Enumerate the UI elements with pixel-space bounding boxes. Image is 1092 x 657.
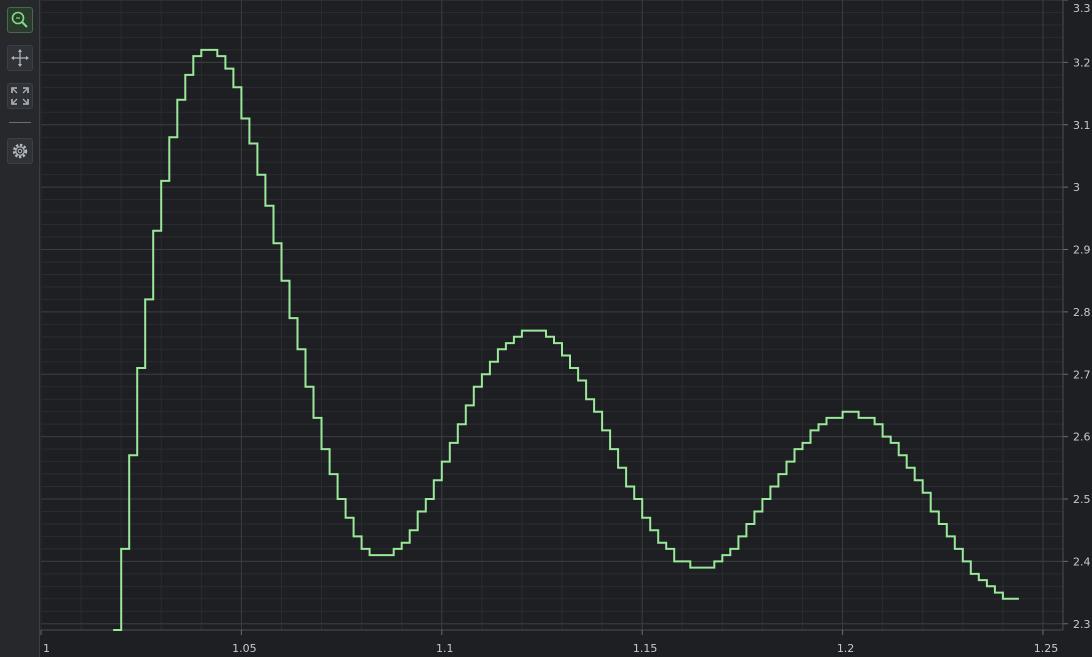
chart-toolbar xyxy=(0,0,40,657)
pan-arrows-icon xyxy=(11,49,29,67)
y-tick-label: 2.9 xyxy=(1073,244,1091,257)
minor-grid xyxy=(40,0,1063,630)
y-tick-label: 3.3 xyxy=(1073,2,1091,15)
x-tick-label: 1.25 xyxy=(1034,642,1059,655)
y-axis: 2.3 2.4 2.5 2.6 2.7 2.8 2.9 3 3.1 3.2 3.3 xyxy=(1063,0,1091,631)
y-tick-label: 2.6 xyxy=(1073,431,1091,444)
y-tick-label: 3 xyxy=(1073,181,1080,194)
y-tick-label: 2.3 xyxy=(1073,618,1091,631)
settings-button[interactable] xyxy=(7,138,33,164)
x-axis: 1 1.05 1.1 1.15 1.2 1.25 xyxy=(40,630,1059,655)
zoom-icon xyxy=(11,11,28,28)
y-tick-label: 3.1 xyxy=(1073,119,1091,132)
major-grid xyxy=(41,0,1063,630)
x-tick-label: 1.1 xyxy=(436,642,454,655)
y-tick-label: 2.7 xyxy=(1073,368,1091,381)
series-layer xyxy=(113,48,1019,631)
toolbar-divider xyxy=(9,122,31,123)
x-tick-label: 1.05 xyxy=(232,642,257,655)
x-tick-label: 1.15 xyxy=(633,642,658,655)
y-tick-label: 3.2 xyxy=(1073,56,1091,69)
y-tick-label: 2.5 xyxy=(1073,493,1091,506)
series-step-line xyxy=(113,48,1019,631)
y-tick-label: 2.4 xyxy=(1073,555,1091,568)
zoom-tool-button[interactable] xyxy=(7,7,33,33)
x-tick-label: 1 xyxy=(43,642,50,655)
fit-to-screen-icon xyxy=(11,87,29,105)
y-tick-label: 2.8 xyxy=(1073,306,1091,319)
x-tick-label: 1.2 xyxy=(837,642,855,655)
zoom-extents-button[interactable] xyxy=(7,83,33,109)
pan-tool-button[interactable] xyxy=(7,45,33,71)
gear-icon xyxy=(12,143,28,159)
